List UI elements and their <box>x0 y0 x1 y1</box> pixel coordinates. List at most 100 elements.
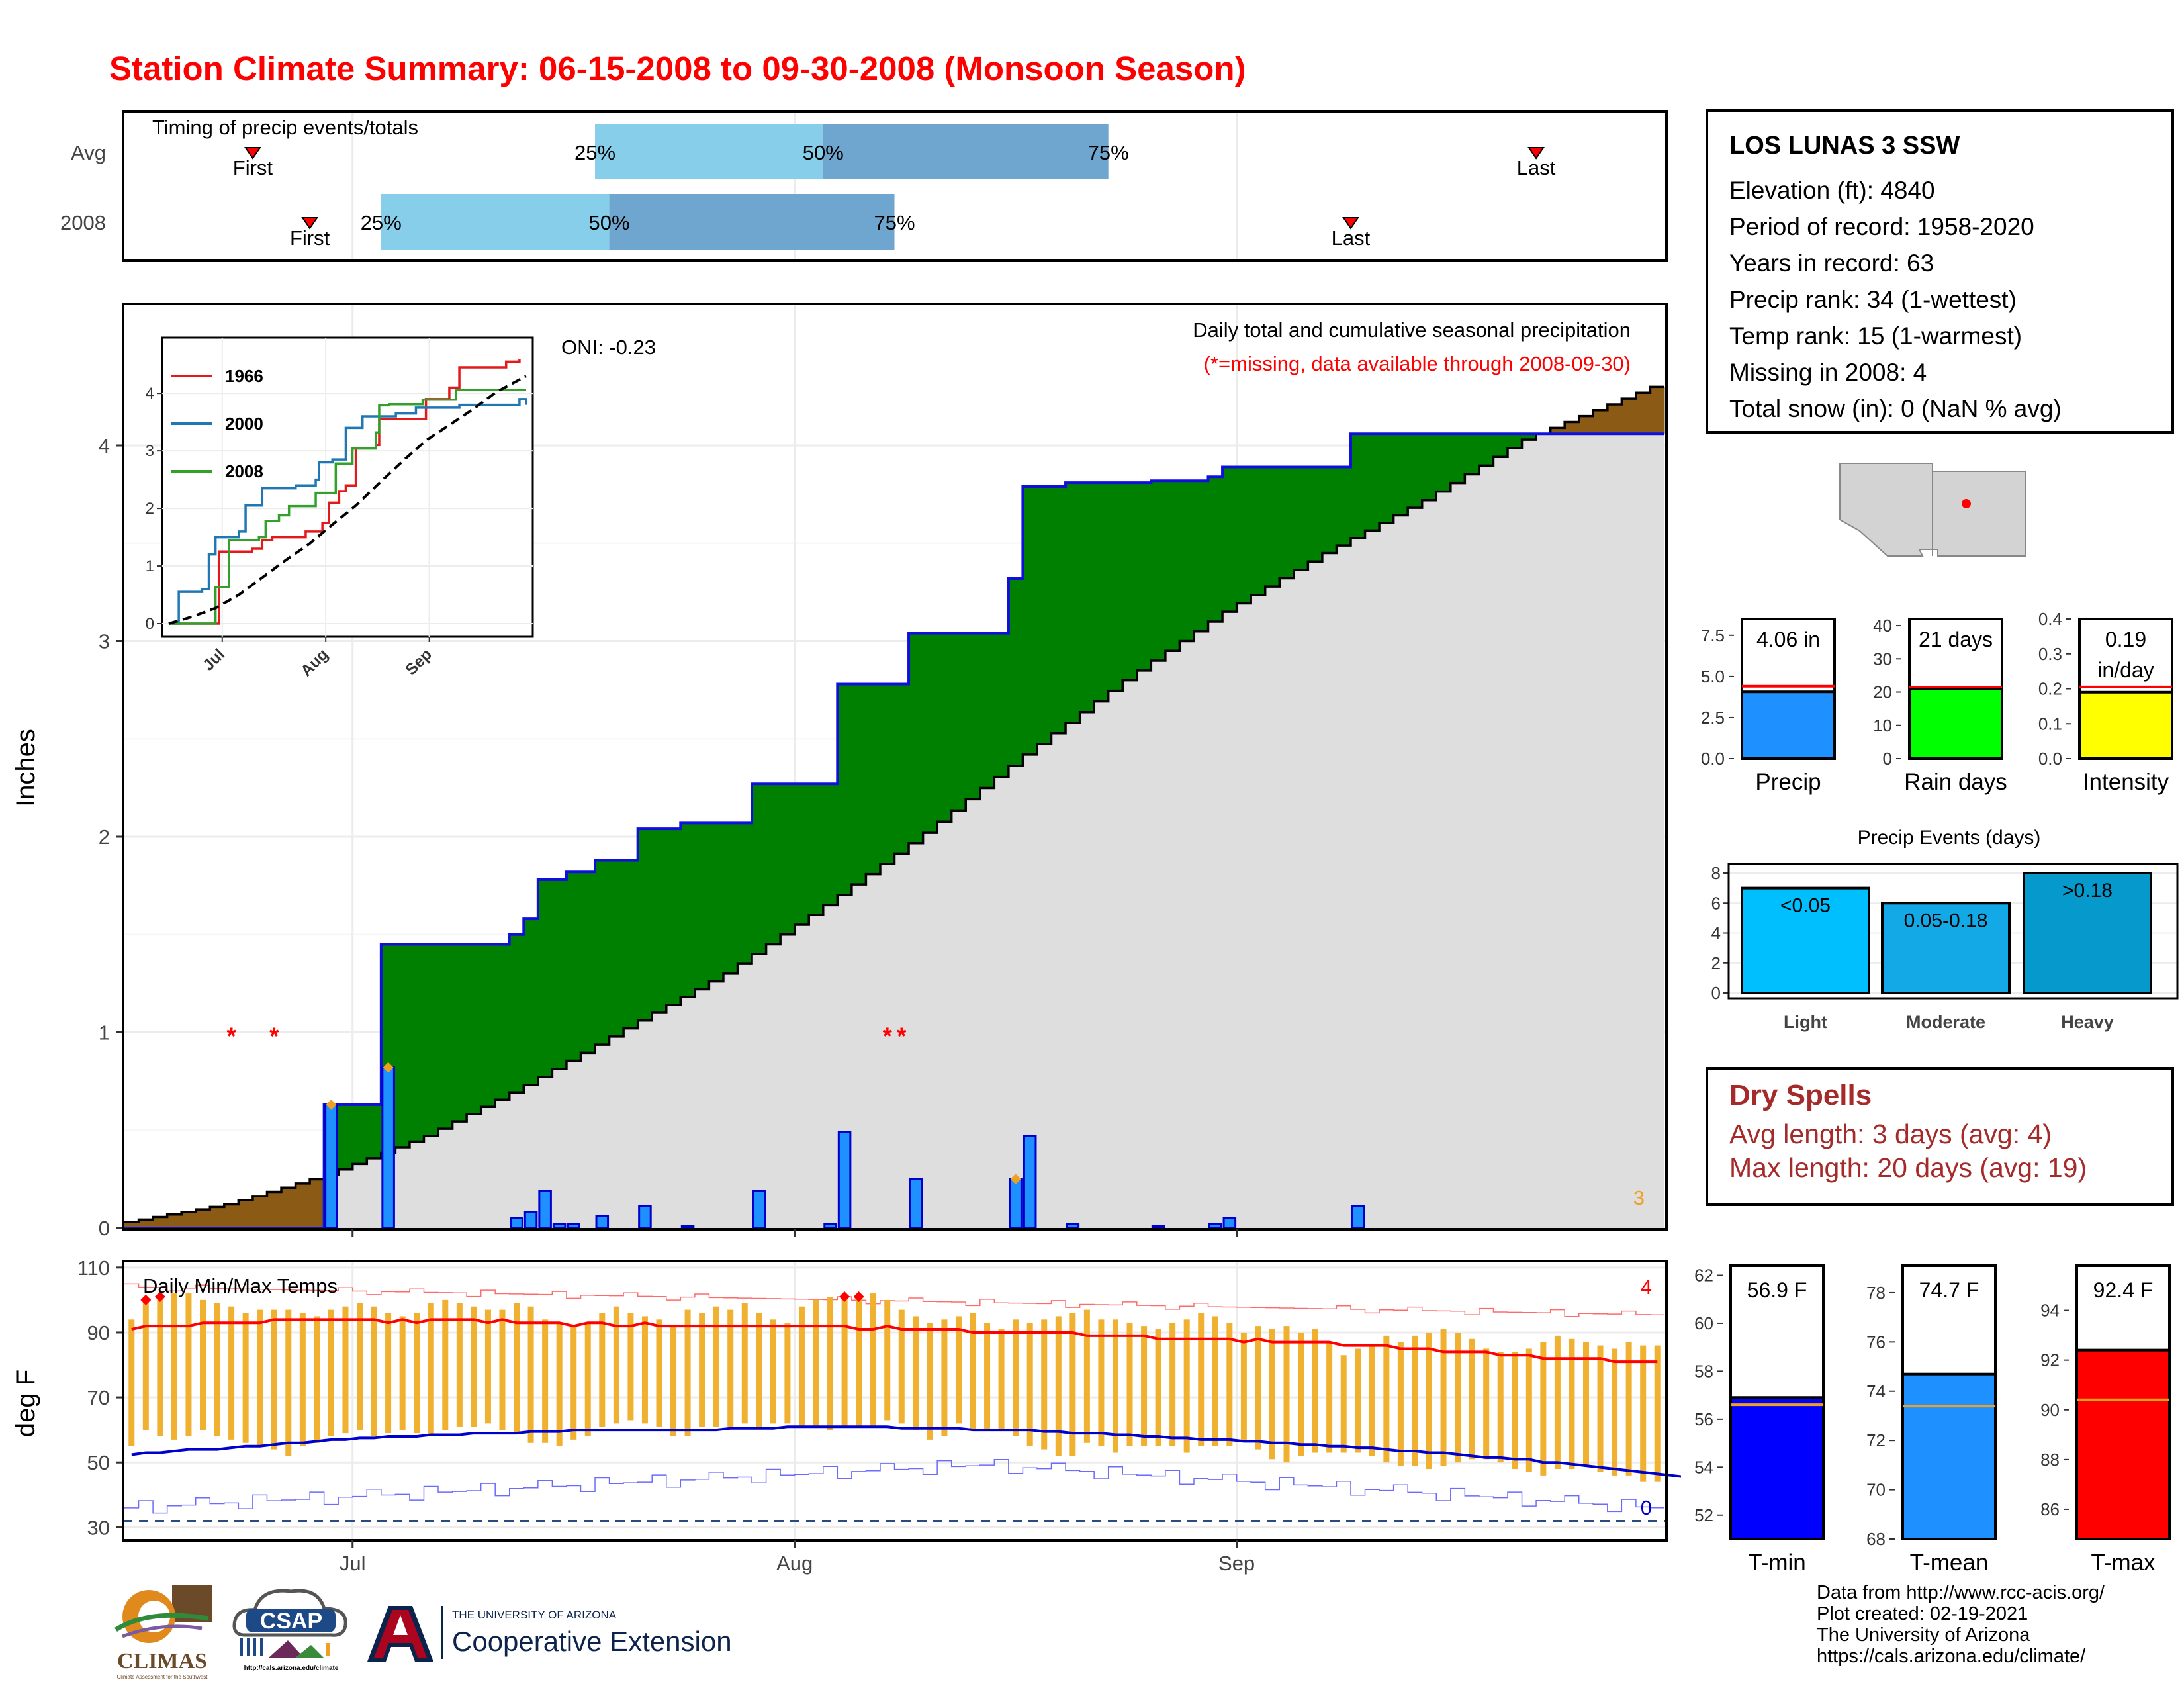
precip-deficit-segment <box>195 1209 210 1228</box>
temp-ytick-label: 30 <box>87 1516 110 1539</box>
tbar-label: T-mean <box>1910 1550 1989 1575</box>
mini-ytick-label: 7.5 <box>1701 626 1725 645</box>
dry-spells-max: Max length: 20 days (avg: 19) <box>1729 1152 2087 1183</box>
precip-deficit-segment <box>138 1219 154 1228</box>
daily-temp-bar <box>813 1299 819 1427</box>
precip-surplus-segment <box>1436 434 1451 492</box>
daily-precip-bar <box>538 1190 552 1229</box>
inset-series-2008 <box>169 389 526 625</box>
precip-surplus-segment <box>851 684 866 885</box>
precip-surplus-segment <box>637 829 653 1021</box>
daily-temp-bar <box>428 1303 434 1436</box>
missing-data-marker: * <box>269 1023 279 1050</box>
station-elevation: Elevation (ft): 4840 <box>1729 177 1935 204</box>
temp-ylabel: deg F <box>11 1370 40 1437</box>
daily-temp-bar <box>1169 1323 1176 1446</box>
mini-ytick-label: 0.1 <box>2038 714 2062 733</box>
daily-temp-bar <box>1283 1326 1290 1463</box>
daily-temp-bar <box>484 1309 491 1424</box>
mini-bar-value-text: 4.06 in <box>1756 628 1820 651</box>
daily-temp-bar <box>599 1313 606 1427</box>
precip-ytick-label: 4 <box>99 434 110 457</box>
precip-surplus-segment <box>409 944 424 1142</box>
daily-temp-bar <box>257 1309 263 1446</box>
precip-deficit-segment <box>181 1211 197 1228</box>
ua-big-text: Cooperative Extension <box>452 1626 732 1657</box>
daily-precip-bar <box>567 1223 580 1229</box>
precip-surplus-segment <box>1236 467 1251 604</box>
precip-surplus-segment <box>723 823 738 974</box>
precip-annot-missing: (*=missing, data available through 2008-… <box>1204 352 1631 375</box>
quartile-bar-upper <box>823 124 1109 179</box>
daily-temp-bar <box>1126 1323 1133 1446</box>
dry-spells-box: Dry Spells Avg length: 3 days (avg: 4) M… <box>1706 1067 2174 1206</box>
daily-temp-bar <box>471 1306 477 1427</box>
precip-deficit-segment <box>1607 404 1622 434</box>
daily-precip-bar <box>1222 1217 1237 1229</box>
precip-surplus-segment <box>1422 434 1437 500</box>
precip-surplus-segment <box>1136 483 1152 671</box>
precip-x-axis <box>351 1229 1238 1237</box>
tmax-average-line <box>131 1318 1658 1364</box>
precip-surplus-segment <box>923 633 938 833</box>
precip-surplus-segment <box>694 823 709 990</box>
daily-temp-bar <box>357 1303 363 1430</box>
inset-legend-label: 1966 <box>225 366 263 386</box>
daily-temp-bar <box>299 1313 306 1446</box>
observed-cumulative-line <box>124 432 1664 1229</box>
climatology-area <box>124 387 1664 1228</box>
climas-logo: CLIMAS Climate Assessment for the Southw… <box>109 1582 215 1680</box>
precip-surplus-segment <box>909 633 924 843</box>
events-ytick-label: 2 <box>1711 953 1721 973</box>
daily-temp-bar <box>1041 1319 1048 1450</box>
daily-temp-bar <box>627 1313 634 1421</box>
tbar-ytick-label: 68 <box>1866 1529 1886 1549</box>
precip-ytick-label: 3 <box>99 630 110 653</box>
precip-deficit-segment <box>224 1204 239 1228</box>
precip-surplus-segment <box>1151 481 1166 661</box>
daily-precip-bar <box>752 1190 766 1229</box>
events-bar <box>1741 886 1870 994</box>
daily-temp-bar <box>1155 1329 1161 1446</box>
temperature-summary-bars: 52 54 56 58 60 62 56.9 F T-min 68 70 72 74 76 78 74.7 … <box>1694 1264 2171 1575</box>
precip-deficit-segment <box>252 1196 267 1228</box>
daily-temp-bar <box>1525 1348 1532 1472</box>
daily-temp-bar <box>613 1306 619 1424</box>
tbar-value-text: 56.9 F <box>1747 1278 1807 1302</box>
temp-ytick-label: 50 <box>87 1451 110 1474</box>
tbar-ytick-label: 52 <box>1694 1505 1713 1525</box>
mini-ytick-label: 0.0 <box>1701 749 1725 769</box>
daily-temp-bar <box>955 1316 962 1424</box>
precip-surplus-segment <box>338 1104 353 1170</box>
precip-surplus-segment <box>1023 487 1038 755</box>
precip-surplus-segment <box>752 784 767 955</box>
daily-temp-bar <box>1483 1348 1490 1460</box>
precip-deficit-segment <box>281 1188 296 1228</box>
daily-temp-bar <box>584 1323 591 1436</box>
csap-text: CSAP <box>260 1609 322 1634</box>
precip-deficit-segment <box>1593 410 1608 434</box>
precip-surplus-segment <box>395 944 410 1148</box>
daily-temp-bar <box>1340 1355 1347 1453</box>
location-map <box>1839 463 2026 557</box>
daily-temp-bar <box>1455 1332 1461 1463</box>
daily-temp-bar <box>998 1329 1005 1430</box>
events-title: Precip Events (days) <box>1858 827 2041 849</box>
daily-temp-bar <box>770 1319 776 1424</box>
precip-deficit-segment <box>267 1192 282 1228</box>
daily-temp-bar <box>1112 1319 1118 1453</box>
precip-surplus-segment <box>595 860 610 1045</box>
precip-surplus-segment <box>580 872 596 1053</box>
daily-precip-bar <box>1351 1205 1365 1229</box>
daily-temp-bar <box>1512 1352 1518 1470</box>
precip-annot-title: Daily total and cumulative seasonal prec… <box>1193 318 1631 342</box>
daily-temp-bar <box>884 1299 891 1421</box>
summary-bars: 0.0 2.5 5.0 7.5 4.06 in Precip 0 10 20 30 40 21 day… <box>1701 609 2173 795</box>
precip-deficit-segment <box>1550 428 1565 434</box>
inset-ytick-label: 1 <box>146 557 154 575</box>
station-snow: Total snow (in): 0 (NaN % avg) <box>1729 395 2062 422</box>
daily-temp-bar <box>970 1313 976 1430</box>
temp-xtick-label: Aug <box>776 1552 813 1575</box>
precip-surplus-segment <box>766 784 781 945</box>
